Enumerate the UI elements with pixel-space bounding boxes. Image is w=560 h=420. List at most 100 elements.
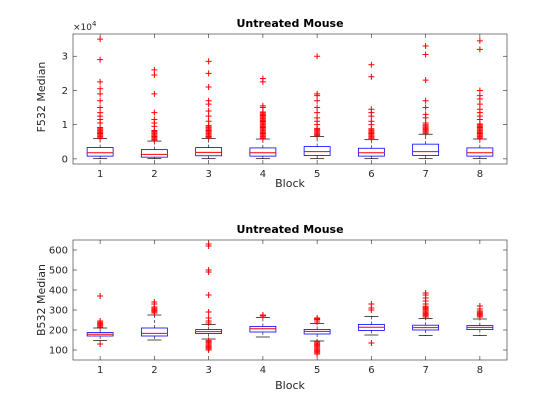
y-tick-label: 600 [49,246,68,257]
plot-area-frame [72,33,508,165]
outlier-marker [97,104,104,111]
top-y-axis-label: F532 Median [35,62,48,133]
outlier-marker [205,267,212,273]
outlier-marker [476,37,483,44]
outlier-marker [314,104,321,111]
top-y-multiplier: ×104 [73,20,97,33]
outlier-marker [476,46,483,53]
outlier-marker [368,118,375,125]
outlier-marker [314,97,321,104]
y-tick-label: 400 [49,286,68,297]
outlier-marker [422,119,429,126]
outlier-marker [476,303,483,309]
x-tick-label: 6 [368,169,374,180]
x-tick-label: 3 [205,169,211,180]
outlier-marker [151,90,158,97]
x-tick-label: 8 [477,365,483,376]
box-iqr [86,147,114,157]
x-tick-label: 6 [368,365,374,376]
x-tick-label: 7 [422,169,428,180]
outlier-marker [97,36,104,43]
x-tick-label: 1 [97,169,103,180]
x-tick-label: 8 [477,169,483,180]
y-tick-label: 100 [49,346,68,357]
x-tick-label: 5 [314,365,320,376]
outlier-marker [205,315,212,321]
y-tick-label: 200 [49,326,68,337]
outlier-marker [151,72,158,79]
x-tick-label: 3 [205,365,211,376]
outlier-marker [422,111,429,118]
outlier-marker [205,118,212,125]
outlier-marker [314,109,321,116]
outlier-marker [205,337,212,344]
x-tick-label: 4 [260,365,266,376]
bottom-x-axis-label: Block [275,379,305,392]
x-tick-label: 2 [151,169,157,180]
outlier-marker [259,102,266,109]
outlier-marker [314,315,321,321]
bottom-y-axis-label: B532 Median [35,264,48,336]
outlier-marker [97,78,104,85]
y-tick-label: 300 [49,306,68,317]
outlier-marker [205,241,212,247]
y-tick-label: 3 [62,52,68,63]
outlier-marker [422,97,429,104]
box-iqr [140,149,168,158]
bottom-boxplot-axes: Untreated Mouse Block B532 Median 100 200… [35,223,508,392]
box-iqr [466,147,494,157]
box-iqr [303,146,331,156]
plot-area-frame [72,239,508,361]
outlier-marker [422,42,429,49]
outlier-marker [97,97,104,104]
outlier-marker [97,318,104,324]
outlier-marker [151,109,158,116]
outlier-marker [368,106,375,113]
outlier-marker [97,56,104,63]
outlier-marker [151,116,158,123]
outlier-marker [476,106,483,113]
outlier-marker [314,53,321,60]
outlier-marker [259,75,266,82]
box-iqr [357,147,385,157]
y-tick-label: 1 [62,120,68,131]
outlier-marker [205,107,212,114]
outlier-marker [422,104,429,111]
outlier-marker [259,312,266,318]
outlier-marker [205,309,212,315]
outlier-marker [422,77,429,84]
box-iqr [249,147,277,157]
x-tick-label: 1 [97,365,103,376]
outlier-marker [314,114,321,121]
x-tick-label: 4 [260,169,266,180]
outlier-marker [422,290,429,296]
y-tick-label: 0 [62,154,68,165]
outlier-marker [476,92,483,99]
top-boxplot-axes: Untreated Mouse ×104 Block F532 Median 0… [35,17,508,190]
y-tick-label: 2 [62,86,68,97]
outlier-marker [368,61,375,68]
outlier-marker [205,84,212,91]
x-tick-label: 7 [422,365,428,376]
outlier-marker [205,97,212,104]
outlier-marker [97,109,104,116]
outlier-marker [422,51,429,58]
outlier-marker [205,58,212,65]
outlier-marker [368,73,375,80]
outlier-marker [368,340,375,346]
outlier-marker [476,101,483,108]
outlier-marker [476,87,483,94]
top-chart-title: Untreated Mouse [236,17,343,30]
outlier-marker [314,90,321,97]
outlier-marker [205,113,212,120]
box-iqr [195,147,223,157]
x-tick-label: 2 [151,365,157,376]
outlier-marker [97,90,104,97]
bottom-chart-title: Untreated Mouse [236,223,343,236]
outlier-marker [314,339,321,345]
outlier-marker [205,292,212,298]
outlier-marker [368,301,375,307]
top-x-axis-label: Block [275,177,305,190]
outlier-marker [97,293,104,299]
